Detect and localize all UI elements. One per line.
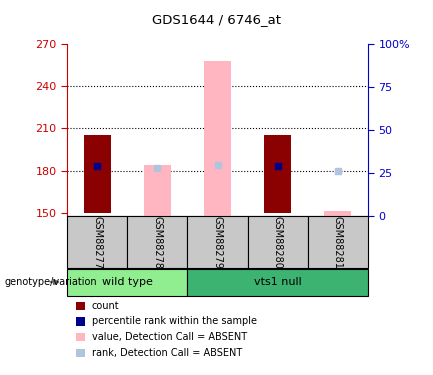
Bar — [144, 165, 171, 216]
Point — [275, 164, 281, 170]
Bar — [127, 216, 187, 268]
Bar — [67, 268, 187, 296]
Text: genotype/variation: genotype/variation — [4, 277, 97, 287]
Point — [154, 165, 161, 171]
Bar — [264, 135, 291, 213]
Bar — [67, 216, 127, 268]
Bar — [204, 61, 231, 216]
Text: rank, Detection Call = ABSENT: rank, Detection Call = ABSENT — [92, 348, 242, 358]
Text: GDS1644 / 6746_at: GDS1644 / 6746_at — [152, 13, 281, 26]
Text: vts1 null: vts1 null — [254, 277, 302, 287]
Text: count: count — [92, 301, 120, 310]
Bar — [324, 211, 352, 216]
Text: GSM88280: GSM88280 — [273, 216, 283, 268]
Point — [214, 162, 221, 168]
Point — [94, 164, 100, 170]
Text: value, Detection Call = ABSENT: value, Detection Call = ABSENT — [92, 332, 247, 342]
Bar — [187, 216, 248, 268]
Text: GSM88278: GSM88278 — [152, 216, 162, 269]
Text: GSM88279: GSM88279 — [213, 216, 223, 269]
Text: GSM88281: GSM88281 — [333, 216, 343, 268]
Bar — [187, 268, 368, 296]
Text: wild type: wild type — [102, 277, 153, 287]
Bar — [248, 216, 308, 268]
Bar — [308, 216, 368, 268]
Text: percentile rank within the sample: percentile rank within the sample — [92, 316, 257, 326]
Bar — [84, 135, 111, 213]
Point — [334, 168, 341, 174]
Text: GSM88277: GSM88277 — [92, 216, 102, 269]
